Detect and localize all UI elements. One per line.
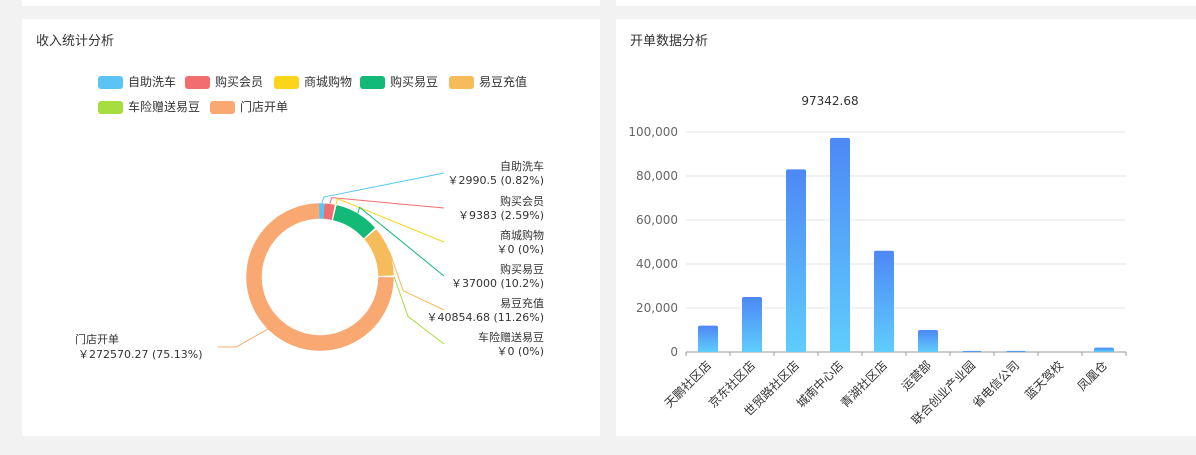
- legend-swatch: [449, 76, 474, 89]
- slice-name-label: 自助洗车: [500, 159, 544, 173]
- legend-label: 商城购物: [304, 74, 352, 89]
- y-tick-label: 0: [670, 345, 678, 359]
- max-value-annotation: 97342.68: [801, 94, 858, 108]
- donut-slice: [323, 203, 335, 220]
- legend-swatch: [98, 101, 123, 114]
- slice-value-label: ￥40854.68 (11.26%): [426, 311, 544, 324]
- bar: [742, 297, 762, 352]
- bar: [786, 169, 806, 352]
- slice-name-label: 商城购物: [500, 228, 544, 242]
- legend-item: 购买会员: [185, 74, 263, 89]
- y-tick-label: 20,000: [636, 301, 678, 315]
- x-tick-label: 天鹏社区店: [661, 358, 714, 411]
- legend-item: 门店开单: [210, 99, 288, 114]
- donut-slice: [318, 203, 325, 219]
- top-card-right-edge: [616, 0, 1196, 6]
- slice-name-label: 购买易豆: [500, 262, 544, 276]
- y-tick-label: 100,000: [628, 125, 678, 139]
- top-card-left-edge: [22, 0, 600, 6]
- legend-item: 自助洗车: [98, 74, 176, 89]
- bar: [874, 250, 894, 352]
- slice-value-label: ￥272570.27 (75.13%): [78, 348, 203, 361]
- leader-line: [329, 197, 445, 209]
- slice-value-label: ￥0 (0%): [496, 345, 544, 358]
- legend-item: 车险赠送易豆: [98, 99, 200, 114]
- legend-label: 门店开单: [240, 99, 288, 114]
- y-tick-label: 80,000: [636, 169, 678, 183]
- income-panel: 收入统计分析 自助洗车 购买会员 商城购物 购买易豆 易豆充值 车险赠送易豆 门店开单 自助洗…: [22, 19, 600, 436]
- slice-name-label: 易豆充值: [500, 296, 544, 310]
- leader-line: [321, 172, 445, 204]
- x-tick-label: 城南中心店: [793, 358, 846, 411]
- slice-value-label: ￥37000 (10.2%): [451, 277, 544, 290]
- y-tick-label: 40,000: [636, 257, 678, 271]
- donut-slice: [364, 229, 394, 276]
- bar: [962, 350, 982, 353]
- leader-line: [218, 328, 269, 348]
- leader-line: [393, 276, 445, 345]
- legend-label: 购买易豆: [390, 74, 438, 89]
- y-tick-label: 60,000: [636, 213, 678, 227]
- slice-name-label: 购买会员: [500, 194, 544, 208]
- x-tick-label: 运营部: [898, 358, 934, 394]
- bar: [830, 137, 850, 352]
- leader-line: [335, 198, 445, 243]
- orders-panel: 开单数据分析 0 20,000 40,000 60,000 80,000 100,000 天…: [616, 19, 1196, 436]
- orders-bar-chart: 020,00040,00060,00080,000100,000天鹏社区店京东社…: [628, 94, 1127, 428]
- x-tick-label: 蓝天驾校: [1022, 358, 1067, 403]
- legend-label: 易豆充值: [479, 74, 527, 89]
- leader-line: [388, 250, 445, 311]
- legend-swatch: [98, 76, 123, 89]
- x-tick-label: 青湖社区店: [837, 358, 890, 411]
- donut-slice: [246, 203, 394, 351]
- bar: [918, 330, 938, 352]
- slice-value-label: ￥0 (0%): [496, 243, 544, 256]
- slice-name-label: 门店开单: [75, 332, 119, 346]
- bar: [1006, 350, 1026, 353]
- legend-item: 易豆充值: [449, 74, 527, 89]
- slice-value-label: ￥9383 (2.59%): [458, 209, 544, 222]
- legend-item: 购买易豆: [360, 74, 438, 89]
- x-tick-label: 省电信公司: [970, 358, 1022, 410]
- legend-swatch: [185, 76, 210, 89]
- slice-name-label: 车险赠送易豆: [478, 330, 544, 344]
- legend-swatch: [210, 101, 235, 114]
- legend-label: 购买会员: [215, 74, 263, 89]
- orders-panel-title: 开单数据分析: [630, 34, 709, 49]
- x-tick-label: 凤凰仓: [1075, 358, 1110, 393]
- legend-label: 车险赠送易豆: [128, 99, 200, 114]
- legend-swatch: [360, 76, 385, 89]
- bar: [1094, 347, 1114, 352]
- donut-slice: [333, 205, 375, 239]
- slice-value-label: ￥2990.5 (0.82%): [447, 174, 544, 187]
- legend-swatch: [274, 76, 299, 89]
- bar: [698, 325, 718, 352]
- legend-item: 商城购物: [274, 74, 352, 89]
- income-panel-title: 收入统计分析: [36, 34, 115, 49]
- legend-label: 自助洗车: [128, 74, 176, 89]
- leader-line: [357, 206, 445, 277]
